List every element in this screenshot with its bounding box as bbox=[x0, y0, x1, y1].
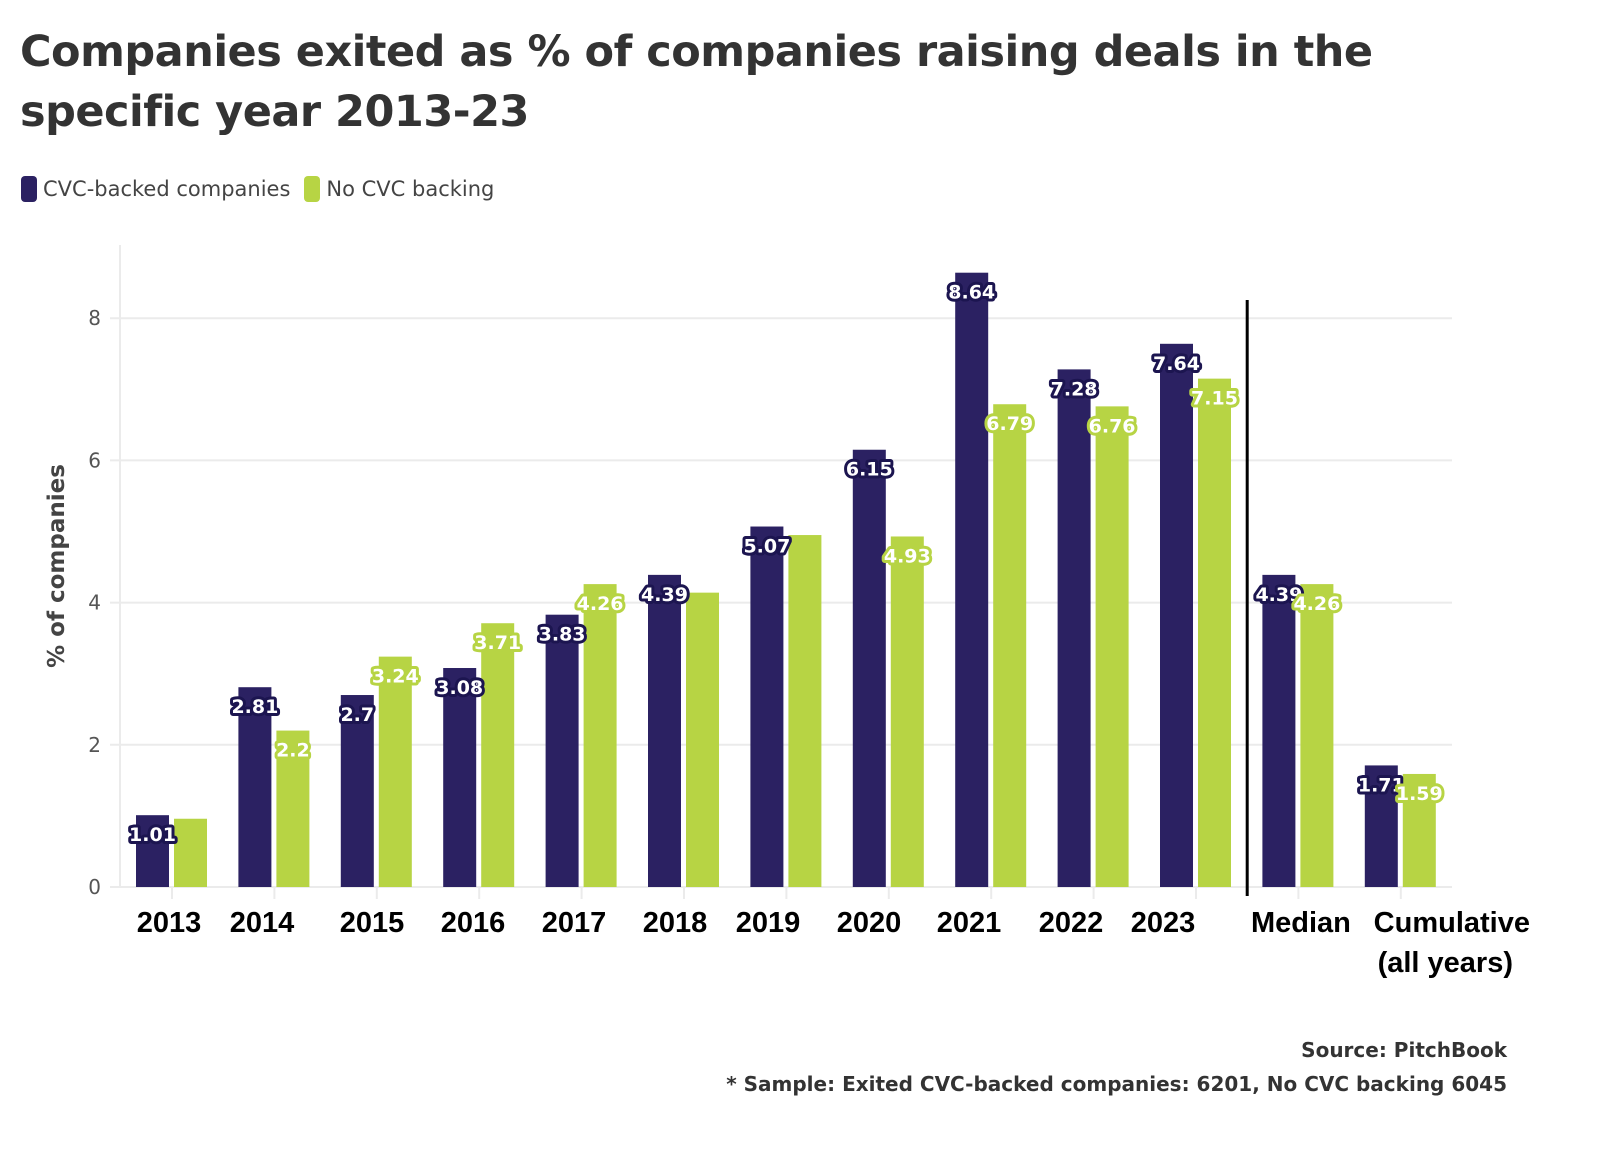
bar-cvc-2017 bbox=[545, 614, 579, 887]
sample-note: * Sample: Exited CVC-backed companies: 6… bbox=[726, 1072, 1507, 1096]
data-label-cvc-2013: 1.01 bbox=[129, 824, 176, 846]
data-label-cvc-2021: 8.64 bbox=[948, 282, 995, 304]
x-tick-label-2018: 2018 bbox=[643, 907, 708, 939]
data-label-cvc-Median: 4.39 bbox=[1255, 584, 1302, 606]
bar-cvc-2013 bbox=[136, 815, 169, 887]
data-label-no-cvc-2014: 2.2 bbox=[276, 740, 310, 762]
bar-cvc-2019 bbox=[750, 526, 784, 887]
bar-no-cvc-2016 bbox=[481, 623, 515, 887]
y-tick-label: 6 bbox=[88, 448, 101, 472]
data-label-cvc-2020: 6.15 bbox=[846, 459, 893, 481]
data-label-cvc-2018: 4.39 bbox=[641, 584, 688, 606]
x-tick-label-2020: 2020 bbox=[837, 907, 902, 939]
data-label-cvc-2014: 2.81 bbox=[231, 696, 278, 718]
y-axis-ticks: 0 2 4 6 8 bbox=[88, 306, 101, 899]
data-label-no-cvc-2020: 4.93 bbox=[884, 545, 931, 567]
legend-swatch-no-cvc bbox=[304, 176, 321, 202]
bar-cvc-Median bbox=[1262, 574, 1296, 887]
legend: CVC-backed companies No CVC backing bbox=[21, 176, 508, 202]
x-tick-label-2015: 2015 bbox=[340, 907, 405, 939]
data-label-cvc-2016: 3.08 bbox=[436, 677, 483, 699]
bar-cvc-2021 bbox=[955, 272, 989, 887]
bar-cvc-2020 bbox=[852, 449, 886, 887]
legend-swatch-cvc bbox=[21, 176, 37, 202]
bar-no-cvc-Cumulative bbox=[1402, 773, 1436, 887]
data-label-no-cvc-2022: 6.76 bbox=[1089, 415, 1136, 437]
x-tick-label-2016: 2016 bbox=[441, 907, 506, 939]
bar-no-cvc-2019 bbox=[788, 535, 822, 887]
y-tick-label: 4 bbox=[88, 591, 101, 615]
data-label-no-cvc-2017: 4.26 bbox=[577, 593, 624, 615]
y-axis-label: % of companies bbox=[44, 464, 70, 668]
x-tick-label-2021: 2021 bbox=[937, 907, 1002, 939]
x-tick-label-2013: 2013 bbox=[137, 907, 202, 939]
data-label-cvc-Cumulative: 1.71 bbox=[1358, 774, 1405, 796]
bar-cvc-2016 bbox=[443, 668, 477, 887]
y-tick-label: 2 bbox=[88, 733, 101, 757]
x-tick-label-2017: 2017 bbox=[542, 907, 607, 939]
x-tick-label-2022: 2022 bbox=[1039, 907, 1104, 939]
bars bbox=[136, 272, 1436, 888]
data-label-cvc-2019: 5.07 bbox=[743, 536, 790, 558]
data-labels: 1.012.812.22.73.243.083.71 3.834.26 4.395.… bbox=[126, 279, 1446, 849]
y-tick-label: 8 bbox=[88, 306, 101, 330]
bar-no-cvc-2017 bbox=[583, 584, 617, 887]
bar-no-cvc-2021 bbox=[993, 404, 1027, 887]
data-label-no-cvc-Cumulative: 1.59 bbox=[1396, 783, 1443, 805]
legend-label-no-cvc: No CVC backing bbox=[326, 177, 495, 201]
bar-cvc-2022 bbox=[1057, 369, 1091, 888]
x-tick-label-2023: 2023 bbox=[1131, 907, 1196, 939]
bar-cvc-2018 bbox=[648, 574, 681, 887]
data-label-no-cvc-2016: 3.71 bbox=[474, 632, 521, 654]
x-tick-label-cumulative: Cumulative bbox=[1374, 907, 1530, 939]
legend-item-cvc[interactable]: CVC-backed companies bbox=[21, 176, 290, 202]
y-tick-label: 0 bbox=[88, 875, 101, 899]
bar-no-cvc-2023 bbox=[1198, 378, 1231, 887]
bar-no-cvc-2013 bbox=[174, 818, 207, 887]
bar-no-cvc-2022 bbox=[1095, 406, 1129, 887]
x-axis-ticks: 2013 2014 2015 2016 2017 2018 2019 2020 2021 2022… bbox=[137, 300, 1530, 979]
bar-no-cvc-Median bbox=[1300, 584, 1334, 887]
bar-cvc-Cumulative bbox=[1364, 765, 1398, 887]
bar-cvc-2023 bbox=[1160, 343, 1193, 887]
x-tick-label-median: Median bbox=[1251, 907, 1351, 939]
data-label-no-cvc-2021: 6.79 bbox=[986, 413, 1033, 435]
data-label-no-cvc-2023: 7.15 bbox=[1191, 388, 1238, 410]
legend-label-cvc: CVC-backed companies bbox=[43, 177, 291, 201]
bar-cvc-2015 bbox=[340, 695, 374, 887]
data-label-no-cvc-Median: 4.26 bbox=[1293, 593, 1340, 615]
bar-no-cvc-2014 bbox=[276, 730, 310, 887]
legend-item-no-cvc[interactable]: No CVC backing bbox=[304, 176, 494, 202]
bar-no-cvc-2015 bbox=[378, 656, 412, 887]
data-label-cvc-2017: 3.83 bbox=[539, 624, 586, 646]
source-note: Source: PitchBook bbox=[1301, 1038, 1507, 1062]
x-tick-label-2014: 2014 bbox=[230, 907, 295, 939]
x-tick-label-cumulative-sub: (all years) bbox=[1378, 947, 1513, 979]
data-label-cvc-2022: 7.28 bbox=[1051, 378, 1098, 400]
bar-no-cvc-2020 bbox=[890, 536, 924, 887]
data-label-cvc-2023: 7.64 bbox=[1153, 353, 1200, 375]
bar-cvc-2014 bbox=[238, 687, 272, 887]
data-label-cvc-2015: 2.7 bbox=[340, 704, 374, 726]
data-label-no-cvc-2015: 3.24 bbox=[372, 666, 419, 688]
chart-title: Companies exited as % of companies raisi… bbox=[20, 27, 1373, 137]
bar-no-cvc-2018 bbox=[686, 592, 719, 887]
x-tick-label-2019: 2019 bbox=[736, 907, 801, 939]
